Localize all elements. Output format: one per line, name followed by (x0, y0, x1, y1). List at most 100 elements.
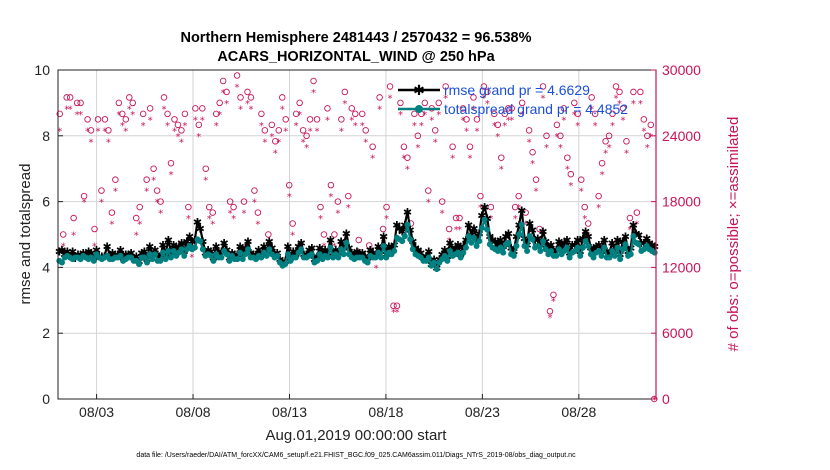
rmse-point: ✱ (315, 242, 324, 255)
rmse-point: ✱ (339, 241, 348, 254)
obs-assimilated-point: * (308, 126, 313, 137)
obs-assimilated-point: * (426, 198, 431, 209)
obs-assimilated-point: * (582, 214, 587, 225)
obs-possible-point (265, 231, 272, 238)
spread-point (377, 254, 384, 261)
obs-possible-point (452, 214, 460, 222)
legend-spread-label: totalspread grand pr = 4.4852 (444, 101, 628, 117)
spread-point (159, 249, 166, 256)
obs-assimilated-point: * (547, 313, 552, 324)
obs-assimilated-point: * (440, 209, 445, 220)
rmse-point: ✱ (594, 239, 603, 252)
obs-assimilated-point: * (398, 110, 403, 121)
obs-assimilated-point: * (68, 104, 73, 115)
y-axis-right-label: # of obs: o=possible; ×=assimilated (725, 117, 742, 352)
spread-point (457, 254, 464, 261)
spread-point (444, 257, 451, 264)
obs-assimilated-point: * (607, 143, 612, 154)
obs-assimilated-point: * (137, 220, 142, 231)
x-axis: 08/03 08/08 08/13 08/18 08/23 08/28 (79, 394, 597, 420)
obs-possible-point (484, 88, 491, 96)
obs-assimilated-point: * (541, 93, 546, 104)
obs-assimilated-point: * (593, 121, 598, 132)
rmse-point: ✱ (331, 244, 340, 257)
spread-point (555, 246, 562, 253)
rmse-point: ✱ (398, 226, 407, 239)
obs-assimilated-point: * (148, 115, 153, 126)
obs-possible-point (195, 121, 203, 129)
obs-possible-point (578, 176, 585, 183)
rmse-point: ✱ (145, 241, 154, 254)
obs-possible-point (174, 121, 182, 129)
x-tick-label: 08/03 (79, 404, 114, 420)
obs-assimilated-point: * (499, 165, 504, 176)
obs-assimilated-point: * (471, 104, 476, 115)
obs-possible-point (345, 192, 352, 200)
obs-assimilated-point: * (113, 187, 118, 198)
y-tick-label: 8 (42, 128, 50, 144)
obs-assimilated-point: * (572, 110, 577, 121)
obs-assimilated-point: * (280, 104, 285, 115)
obs-assimilated-point: * (523, 220, 528, 231)
obs-assimilated-point: * (109, 220, 114, 231)
rmse-point: ✱ (379, 231, 388, 244)
obs-possible-point (630, 88, 637, 96)
spread-point (425, 254, 432, 261)
rmse-point: ✱ (188, 236, 197, 249)
obs-assimilated-point: * (520, 110, 525, 121)
obs-possible-point (463, 116, 470, 123)
spread-point (500, 249, 507, 256)
obs-assimilated-point: * (575, 121, 580, 132)
obs-assimilated-point: * (544, 143, 549, 154)
rmse-point: ✱ (578, 232, 587, 245)
spread-point (619, 246, 626, 253)
obs-possible-point (171, 116, 178, 123)
obs-assimilated-point: * (155, 198, 160, 209)
obs-assimilated-point: * (558, 143, 563, 154)
y-right-tick-label: 0 (662, 391, 670, 407)
obs-possible-point (185, 203, 192, 211)
obs-assimilated-point: * (342, 99, 347, 110)
spread-point (481, 216, 488, 223)
obs-assimilated-point: * (641, 126, 646, 137)
spread-point (465, 233, 472, 240)
obs-possible-point (595, 192, 602, 200)
rmse-point: ✱ (629, 219, 638, 232)
obs-assimilated-point: * (620, 115, 625, 126)
obs-possible-point (612, 83, 620, 90)
obs-assimilated-point: * (301, 137, 306, 148)
rmse-point: ✱ (546, 239, 555, 252)
obs-assimilated-point: * (217, 110, 222, 121)
obs-assimilated-point: * (287, 192, 292, 203)
rmse-point: ✱ (525, 217, 534, 230)
rmse-point: ✱ (568, 239, 577, 252)
obs-possible-point (139, 110, 147, 118)
spread-point (136, 261, 143, 268)
rmse-point: ✱ (265, 236, 274, 249)
obs-possible-point (404, 154, 411, 161)
rmse-point: ✱ (475, 227, 484, 240)
obs-assimilated-point: * (252, 198, 257, 209)
obs-assimilated-point: * (297, 110, 302, 121)
obs-possible-point (501, 110, 509, 118)
spread-point (162, 256, 169, 263)
obs-possible-point (400, 143, 408, 151)
spread-point (460, 249, 467, 256)
rmse-point: ✱ (235, 241, 244, 254)
obs-possible-point (209, 209, 216, 216)
obs-possible-point (425, 187, 432, 194)
obs-assimilated-point: * (534, 187, 539, 198)
spread-point (447, 247, 454, 254)
obs-possible-point (317, 203, 324, 211)
obs-assimilated-point: * (245, 99, 250, 110)
obs-assimilated-point: * (377, 104, 382, 115)
obs-assimilated-point: * (332, 241, 337, 252)
spread-point (223, 251, 230, 258)
spread-point (258, 254, 265, 261)
rmse-point: ✱ (453, 239, 462, 252)
spread-point (316, 251, 323, 258)
rmse-point: ✱ (92, 244, 101, 257)
obs-possible-point (598, 159, 606, 167)
rmse-point: ✱ (488, 234, 497, 247)
